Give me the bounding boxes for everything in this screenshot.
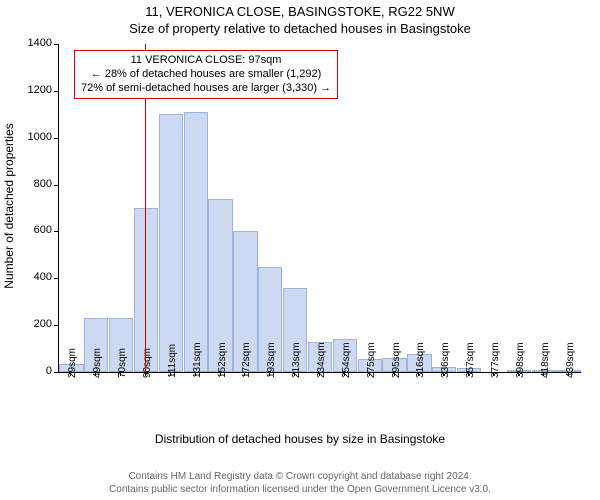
info-box-line3: 72% of semi-detached houses are larger (… [81,82,331,96]
chart-footer: Contains HM Land Registry data © Crown c… [0,470,600,496]
chart-title: 11, VERONICA CLOSE, BASINGSTOKE, RG22 5N… [0,4,600,19]
info-box-line2: ← 28% of detached houses are smaller (1,… [81,68,331,82]
chart-subtitle: Size of property relative to detached ho… [0,21,600,36]
info-box: 11 VERONICA CLOSE: 97sqm ← 28% of detach… [74,50,338,99]
chart-container: Number of detached properties 0200400600… [0,36,600,456]
info-box-line1: 11 VERONICA CLOSE: 97sqm [81,54,331,68]
y-axis-label: Number of detached properties [2,123,16,288]
histogram-bar [184,112,208,372]
footer-line2: Contains public sector information licen… [0,483,600,496]
histogram-bar [159,114,183,372]
footer-line1: Contains HM Land Registry data © Crown c… [0,470,600,483]
x-axis-label: Distribution of detached houses by size … [0,432,600,446]
